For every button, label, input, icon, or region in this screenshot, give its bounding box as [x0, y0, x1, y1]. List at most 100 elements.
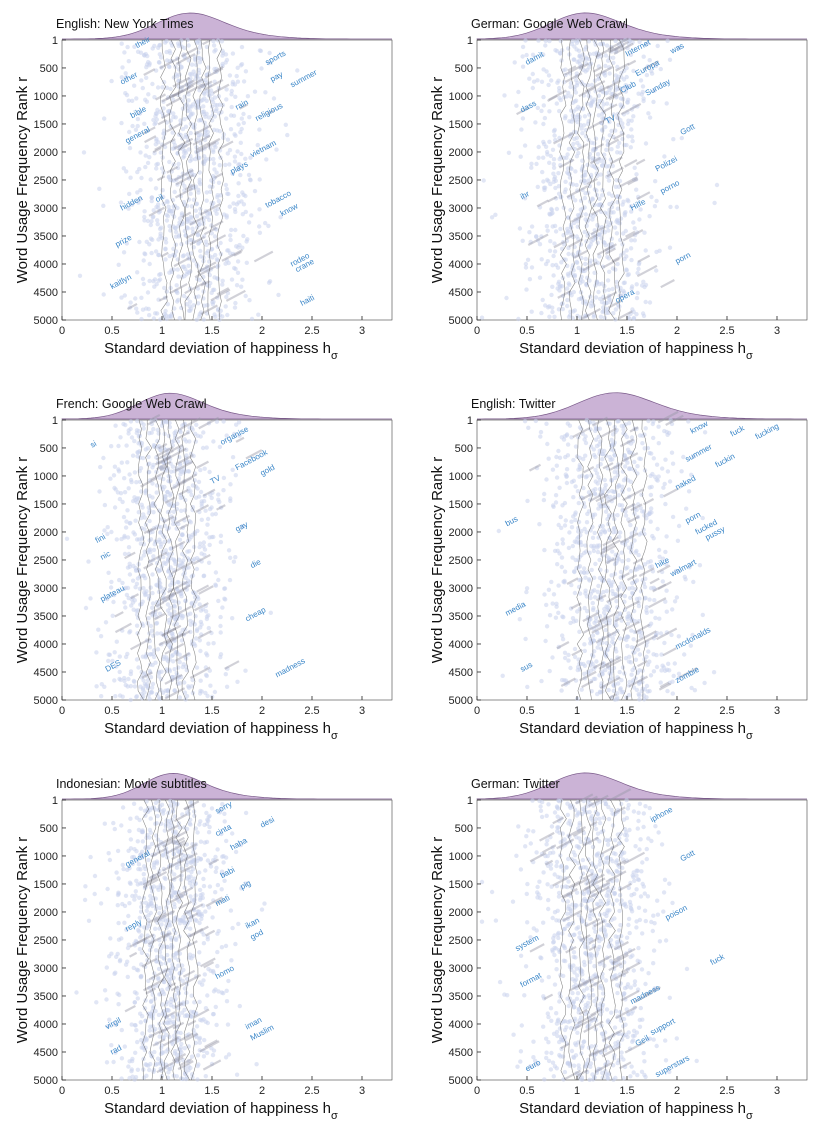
scatter-point — [163, 246, 168, 251]
scatter-point — [148, 670, 153, 675]
scatter-point — [195, 151, 200, 156]
y-tick-label: 500 — [455, 443, 473, 455]
scatter-point — [598, 158, 604, 163]
scatter-point — [235, 259, 241, 264]
scatter-point — [130, 893, 135, 899]
scatter-point — [215, 963, 220, 969]
scatter-point — [612, 440, 617, 445]
chart-svg: organiseFacebookgoldgaycheapmadnessdieTV… — [14, 392, 393, 742]
scatter-point — [176, 600, 181, 605]
scatter-point — [643, 426, 648, 431]
scatter-point — [119, 823, 124, 828]
scatter-point — [190, 102, 196, 107]
scatter-point — [569, 525, 575, 530]
scatter-point — [628, 311, 633, 317]
scatter-point — [626, 118, 631, 123]
scatter-point — [571, 141, 576, 147]
scatter-point — [603, 63, 608, 69]
scatter-point — [585, 162, 590, 168]
scatter-point — [231, 559, 237, 564]
word-glyph — [154, 455, 172, 466]
scatter-point — [558, 51, 563, 56]
y-tick-label: 2500 — [34, 175, 58, 187]
scatter-point — [194, 422, 199, 427]
word-glyph — [587, 119, 605, 130]
scatter-point — [608, 582, 614, 587]
scatter-point — [157, 60, 162, 65]
scatter-point — [596, 289, 601, 295]
scatter-point — [514, 103, 519, 108]
scatter-point — [572, 539, 577, 544]
scatter-point — [235, 270, 241, 275]
scatter-point — [115, 848, 121, 854]
scatter-point — [138, 188, 143, 193]
scatter-point — [605, 58, 611, 63]
scatter-point — [202, 547, 208, 552]
scatter-point — [586, 178, 591, 183]
scatter-point — [671, 673, 676, 679]
word-label: haiti — [299, 293, 316, 308]
scatter-point — [682, 652, 687, 657]
scatter-point — [576, 565, 581, 570]
scatter-point — [120, 65, 125, 70]
word-label: Sunday — [644, 77, 672, 98]
scatter-point — [108, 585, 114, 590]
word-glyph — [202, 38, 213, 46]
scatter-point — [217, 148, 223, 153]
scatter-point — [155, 631, 160, 636]
scatter-point — [140, 276, 146, 282]
scatter-point — [233, 300, 238, 306]
scatter-point — [481, 178, 486, 183]
scatter-point — [230, 925, 235, 931]
word-glyph — [158, 456, 171, 465]
word-glyph — [161, 627, 176, 637]
scatter-point — [561, 437, 567, 442]
scatter-point — [581, 456, 586, 462]
scatter-point — [621, 584, 626, 589]
scatter-point — [588, 427, 593, 432]
scatter-point — [134, 623, 140, 628]
scatter-point — [181, 293, 187, 299]
scatter-point — [136, 450, 141, 455]
scatter-point — [243, 69, 249, 74]
word-glyph — [625, 600, 640, 610]
scatter-point — [176, 234, 181, 239]
scatter-point — [543, 638, 548, 644]
scatter-point — [97, 186, 102, 191]
scatter-point — [574, 618, 579, 623]
scatter-point — [168, 461, 173, 466]
scatter-point — [197, 155, 202, 160]
word-glyph — [175, 514, 190, 524]
scatter-point — [198, 206, 203, 212]
scatter-point — [631, 177, 637, 182]
scatter-point — [192, 185, 197, 190]
word-glyph — [174, 460, 194, 472]
scatter-point — [186, 263, 191, 268]
scatter-point — [157, 1021, 162, 1027]
scatter-point — [192, 530, 197, 535]
scatter-point — [224, 838, 229, 844]
scatter-point — [148, 222, 153, 228]
percentile-line — [640, 419, 648, 701]
scatter-point — [611, 55, 616, 60]
scatter-point — [622, 607, 628, 612]
scatter-point — [591, 447, 596, 452]
scatter-point — [123, 654, 129, 660]
word-glyph — [634, 623, 651, 634]
scatter-point — [189, 251, 194, 256]
scatter-point — [629, 286, 634, 291]
scatter-point — [138, 1020, 143, 1025]
scatter-point — [569, 479, 575, 485]
scatter-point — [602, 70, 608, 75]
scatter-point — [131, 498, 136, 504]
x-tick-label: 0.5 — [104, 325, 119, 337]
scatter-point — [136, 428, 141, 434]
scatter-point — [667, 57, 673, 62]
scatter-point — [125, 460, 130, 465]
word-glyph — [595, 493, 609, 503]
scatter-point — [105, 1024, 111, 1029]
scatter-point — [563, 72, 568, 78]
scatter-point — [632, 165, 637, 170]
word-glyph — [591, 208, 603, 216]
scatter-point — [164, 58, 170, 63]
